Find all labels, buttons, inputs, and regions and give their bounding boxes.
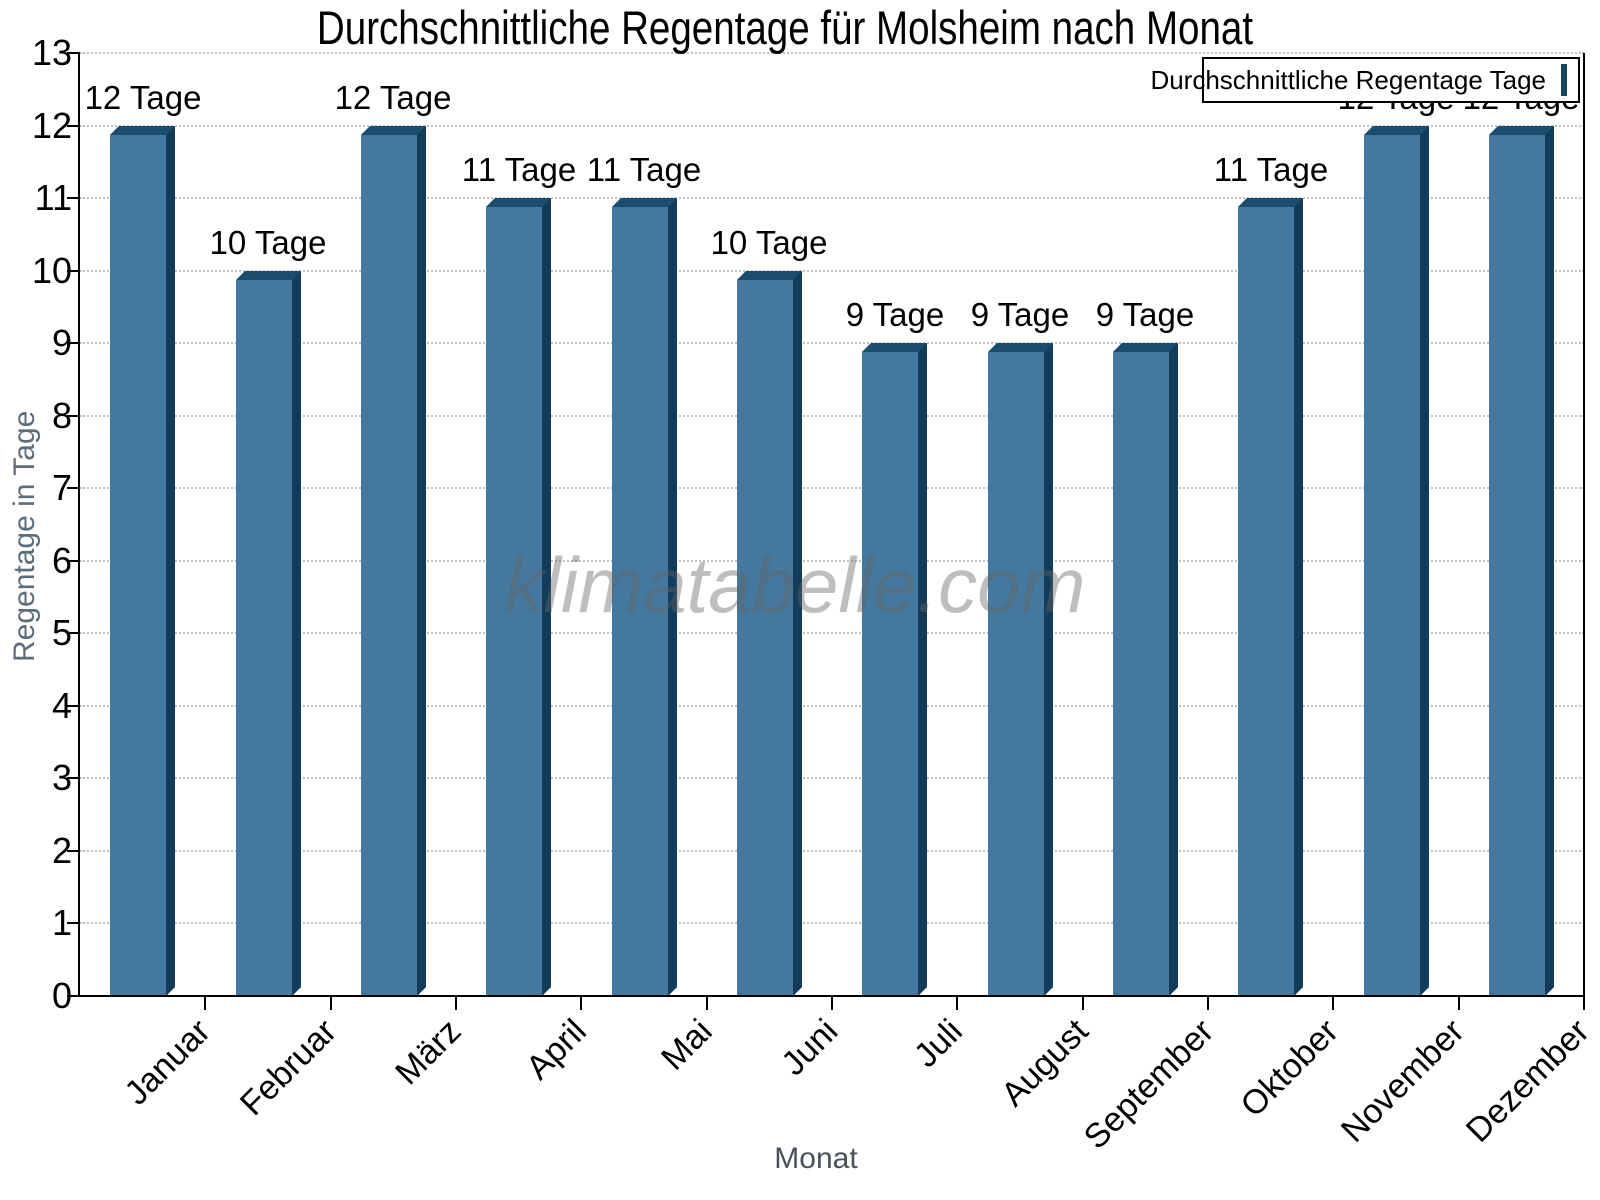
x-tick xyxy=(1332,996,1335,1010)
x-tick-label: Juni xyxy=(773,1012,845,1083)
x-tick-label: Oktober xyxy=(1233,1012,1346,1125)
x-tick xyxy=(831,996,833,1010)
y-tick xyxy=(67,487,80,490)
x-tick xyxy=(204,996,207,1010)
x-tick-label: August xyxy=(994,1012,1096,1114)
gridline xyxy=(80,342,1584,345)
x-axis-line xyxy=(78,995,1584,997)
bar-value-label: 12 Tage xyxy=(84,79,202,116)
bar xyxy=(737,271,802,996)
x-tick-label: März xyxy=(388,1012,469,1093)
y-tick-label: 10 xyxy=(31,249,72,291)
x-tick xyxy=(705,996,708,1010)
bar-value-label: 9 Tage xyxy=(845,296,945,333)
y-tick xyxy=(67,414,80,417)
bar xyxy=(612,198,677,996)
y-tick-label: 12 xyxy=(31,104,72,146)
gridline xyxy=(80,197,1584,200)
y-tick xyxy=(67,269,80,272)
x-tick-label: Februar xyxy=(232,1012,344,1124)
legend-label: Durchschnittliche Regentage Tage xyxy=(1150,64,1546,95)
x-tick xyxy=(1583,996,1585,1010)
bar-value-label: 9 Tage xyxy=(970,296,1070,333)
bar-value-label: 9 Tage xyxy=(1095,296,1195,333)
bar-value-label: 10 Tage xyxy=(710,224,828,261)
y-tick xyxy=(67,559,80,562)
y-tick xyxy=(67,849,80,852)
gridline xyxy=(80,414,1584,417)
gridline xyxy=(80,124,1584,127)
gridline xyxy=(80,269,1584,272)
x-tick-label: November xyxy=(1334,1012,1472,1150)
y-tick xyxy=(67,52,80,54)
bar xyxy=(486,198,551,996)
y-tick-label: 9 xyxy=(51,322,72,364)
y-tick-label: 5 xyxy=(51,612,72,654)
x-tick xyxy=(1207,996,1209,1010)
plot-right-border xyxy=(1583,53,1585,996)
bar xyxy=(110,126,175,996)
gridline xyxy=(80,849,1584,852)
bar-value-label: 12 Tage xyxy=(334,79,452,116)
x-axis-label: Monat xyxy=(774,1142,858,1175)
y-tick xyxy=(67,704,80,707)
legend: Durchschnittliche Regentage Tage xyxy=(1150,57,1580,103)
y-tick-label: 1 xyxy=(51,902,72,944)
x-tick-label: September xyxy=(1076,1012,1221,1157)
x-tick-label: Mai xyxy=(654,1012,720,1078)
y-tick-label: 7 xyxy=(51,467,72,509)
gridline xyxy=(80,704,1584,707)
y-tick-label: 6 xyxy=(51,539,72,581)
bar xyxy=(361,126,426,996)
y-tick-label: 13 xyxy=(31,32,72,73)
y-tick-label: 2 xyxy=(51,829,72,871)
gridline xyxy=(80,487,1584,490)
y-axis-line xyxy=(78,53,80,996)
x-tick-label: Januar xyxy=(117,1012,218,1113)
x-tick-label: April xyxy=(518,1012,594,1087)
gridline xyxy=(80,922,1584,925)
y-tick xyxy=(67,342,80,345)
y-tick-label: 11 xyxy=(34,177,72,219)
chart-title: Durchschnittliche Regentage für Molsheim… xyxy=(316,1,1254,54)
bar xyxy=(1113,343,1178,996)
bar xyxy=(988,343,1053,996)
gridline xyxy=(80,52,1584,54)
y-tick xyxy=(67,632,80,635)
bar xyxy=(236,271,301,996)
bar-value-label: 11 Tage xyxy=(461,151,577,188)
x-tick xyxy=(1457,996,1460,1010)
bar xyxy=(1489,126,1554,996)
y-tick-label: 8 xyxy=(51,394,72,436)
bar-value-label: 11 Tage xyxy=(586,151,702,188)
x-tick xyxy=(455,996,457,1010)
y-tick xyxy=(67,922,80,925)
y-tick xyxy=(67,197,80,200)
watermark: klimatabelle.com xyxy=(504,541,1086,629)
y-axis-label: Regentage in Tage xyxy=(8,410,41,662)
bar xyxy=(1238,198,1303,996)
gridline xyxy=(80,559,1584,562)
x-tick xyxy=(956,996,959,1010)
bar xyxy=(1364,126,1429,996)
x-tick xyxy=(1081,996,1084,1010)
x-tick xyxy=(580,996,583,1010)
gridline xyxy=(80,632,1584,635)
legend-swatch-icon xyxy=(1561,64,1567,96)
y-tick-label: 4 xyxy=(51,684,72,726)
y-tick xyxy=(67,777,80,780)
y-tick-label: 0 xyxy=(51,975,72,1016)
y-tick xyxy=(67,995,80,997)
x-tick-label: Dezember xyxy=(1459,1012,1597,1150)
bar-value-label: 10 Tage xyxy=(209,224,327,261)
bar xyxy=(862,343,927,996)
gridline xyxy=(80,777,1584,780)
y-tick xyxy=(67,124,80,127)
x-tick-label: Juli xyxy=(906,1012,970,1075)
x-tick xyxy=(329,996,332,1010)
bar-value-label: 11 Tage xyxy=(1213,151,1329,188)
y-tick-label: 3 xyxy=(51,757,72,799)
